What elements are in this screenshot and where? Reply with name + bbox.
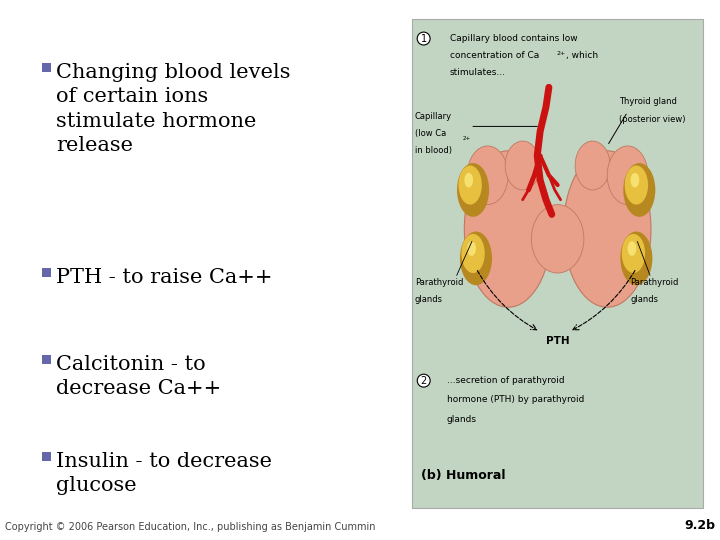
Text: 2+: 2+	[463, 136, 471, 141]
Circle shape	[624, 163, 655, 217]
Text: Insulin - to decrease
glucose: Insulin - to decrease glucose	[56, 452, 272, 495]
Circle shape	[622, 234, 645, 273]
Circle shape	[467, 241, 476, 256]
Ellipse shape	[467, 146, 508, 205]
Ellipse shape	[531, 205, 584, 273]
Text: Parathyroid: Parathyroid	[631, 278, 679, 287]
Circle shape	[464, 173, 473, 187]
Text: Capillary blood contains low: Capillary blood contains low	[450, 33, 577, 43]
Text: glands: glands	[631, 295, 659, 305]
Text: (low Ca: (low Ca	[415, 129, 446, 138]
Circle shape	[459, 165, 482, 205]
Text: (b) Humoral: (b) Humoral	[420, 469, 505, 482]
Text: glands: glands	[415, 295, 443, 305]
Bar	[42, 63, 51, 72]
Text: stimulates...: stimulates...	[450, 68, 505, 77]
Bar	[42, 268, 51, 278]
Text: PTH - to raise Ca++: PTH - to raise Ca++	[56, 268, 272, 287]
Bar	[42, 355, 51, 364]
Text: 2+: 2+	[556, 51, 565, 56]
Ellipse shape	[607, 146, 648, 205]
Ellipse shape	[564, 151, 651, 307]
Text: 9.2b: 9.2b	[684, 519, 715, 532]
Circle shape	[625, 165, 648, 205]
Text: Parathyroid: Parathyroid	[415, 278, 463, 287]
Bar	[42, 452, 51, 461]
Text: PTH: PTH	[546, 336, 570, 347]
Bar	[412, 19, 703, 508]
Text: Copyright © 2006 Pearson Education, Inc., publishing as Benjamin Cummin: Copyright © 2006 Pearson Education, Inc.…	[5, 522, 376, 532]
Text: Calcitonin - to
decrease Ca++: Calcitonin - to decrease Ca++	[56, 355, 221, 398]
Text: hormone (PTH) by parathyroid: hormone (PTH) by parathyroid	[447, 395, 584, 404]
Text: Thyroid gland: Thyroid gland	[619, 98, 677, 106]
Text: (posterior view): (posterior view)	[619, 114, 685, 124]
Text: glands: glands	[447, 415, 477, 424]
Circle shape	[631, 173, 639, 187]
Circle shape	[621, 232, 652, 285]
Ellipse shape	[575, 141, 610, 190]
Text: , which: , which	[567, 51, 598, 59]
Circle shape	[628, 241, 636, 256]
Circle shape	[460, 232, 492, 285]
Circle shape	[462, 234, 485, 273]
Text: in blood): in blood)	[415, 146, 451, 156]
Text: concentration of Ca: concentration of Ca	[450, 51, 539, 59]
Text: 1: 1	[420, 33, 427, 44]
Ellipse shape	[464, 151, 552, 307]
Text: ...secretion of parathyroid: ...secretion of parathyroid	[447, 376, 564, 384]
Text: 2: 2	[420, 376, 427, 386]
Ellipse shape	[505, 141, 540, 190]
Circle shape	[457, 163, 489, 217]
Text: Changing blood levels
of certain ions
stimulate hormone
release: Changing blood levels of certain ions st…	[56, 63, 290, 155]
Text: Capillary: Capillary	[415, 112, 452, 121]
